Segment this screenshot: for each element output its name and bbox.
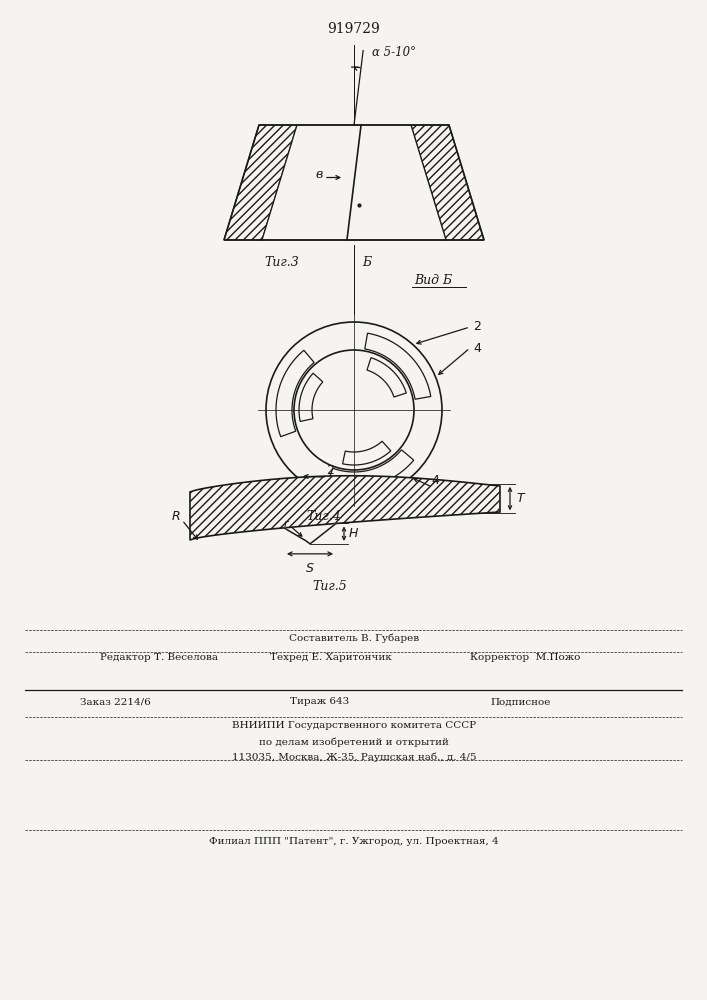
Text: S: S xyxy=(306,562,314,575)
Text: Б: Б xyxy=(362,255,371,268)
Polygon shape xyxy=(411,125,484,240)
Text: Τиг.5: Τиг.5 xyxy=(312,580,347,593)
Text: Филиал ППП "Патент", г. Ужгород, ул. Проектная, 4: Филиал ППП "Патент", г. Ужгород, ул. Про… xyxy=(209,838,499,846)
Polygon shape xyxy=(343,441,391,465)
Text: 4: 4 xyxy=(473,342,481,355)
Polygon shape xyxy=(284,522,336,547)
Polygon shape xyxy=(327,450,414,488)
Text: Τиг.3: Τиг.3 xyxy=(264,255,299,268)
Text: H: H xyxy=(349,527,358,540)
Text: Корректор  М.Пожо: Корректор М.Пожо xyxy=(470,654,580,662)
Polygon shape xyxy=(276,350,314,437)
Text: в: в xyxy=(315,168,322,181)
Text: R: R xyxy=(171,510,180,524)
Text: Тираж 643: Тираж 643 xyxy=(290,698,349,706)
Text: 4: 4 xyxy=(431,474,439,487)
Polygon shape xyxy=(262,125,446,240)
Polygon shape xyxy=(190,476,500,540)
Polygon shape xyxy=(365,333,431,399)
Text: ВНИИПИ Государственного комитета СССР: ВНИИПИ Государственного комитета СССР xyxy=(232,722,476,730)
Text: 2: 2 xyxy=(326,464,334,477)
Polygon shape xyxy=(224,125,297,240)
Text: Τиг.4: Τиг.4 xyxy=(307,510,341,522)
Text: α 5-10°: α 5-10° xyxy=(372,45,416,58)
Text: Подписное: Подписное xyxy=(490,698,550,706)
Text: 919729: 919729 xyxy=(327,22,380,36)
Text: по делам изобретений и открытий: по делам изобретений и открытий xyxy=(259,737,449,747)
Text: Техред Е. Харитончик: Техред Е. Харитончик xyxy=(270,654,392,662)
Text: r: r xyxy=(284,519,288,529)
Text: Составитель В. Губарев: Составитель В. Губарев xyxy=(289,633,419,643)
Polygon shape xyxy=(367,358,407,397)
Text: Заказ 2214/6: Заказ 2214/6 xyxy=(80,698,151,706)
Text: Вид Б: Вид Б xyxy=(414,273,452,286)
Text: Редактор Т. Веселова: Редактор Т. Веселова xyxy=(100,654,218,662)
Polygon shape xyxy=(299,373,323,421)
Text: 113035, Москва, Ж-35, Раушская наб., д. 4/5: 113035, Москва, Ж-35, Раушская наб., д. … xyxy=(232,752,477,762)
Text: 2: 2 xyxy=(473,320,481,334)
Text: T: T xyxy=(516,492,524,505)
